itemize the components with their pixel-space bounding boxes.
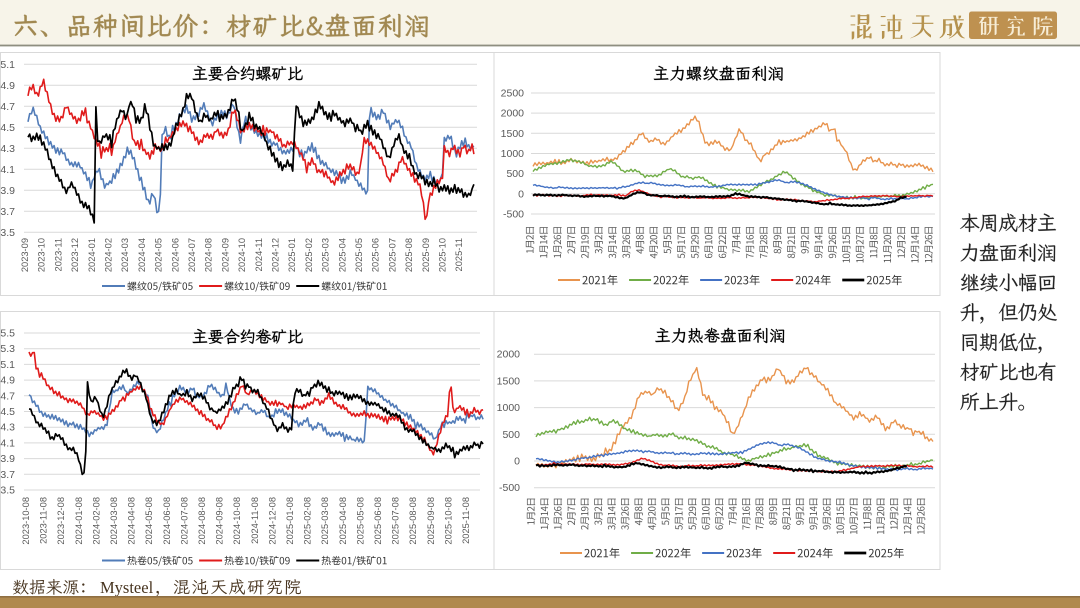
- svg-text:4.5: 4.5: [0, 122, 15, 134]
- svg-text:2024-01: 2024-01: [87, 238, 97, 272]
- svg-text:2500: 2500: [501, 88, 525, 100]
- svg-text:2024-06-08: 2024-06-08: [162, 497, 172, 545]
- svg-text:4.3: 4.3: [0, 143, 15, 155]
- svg-text:2024-09: 2024-09: [220, 238, 230, 272]
- svg-text:2025-11: 2025-11: [454, 238, 464, 271]
- svg-text:4.9: 4.9: [0, 375, 15, 387]
- svg-text:2025-02-08: 2025-02-08: [303, 497, 313, 545]
- svg-text:2025-06-08: 2025-06-08: [373, 497, 383, 545]
- svg-text:2024-09-08: 2024-09-08: [215, 497, 225, 545]
- svg-text:3.9: 3.9: [0, 185, 15, 197]
- svg-text:2024-12-08: 2024-12-08: [267, 497, 277, 545]
- svg-text:3.7: 3.7: [0, 206, 15, 218]
- svg-text:2024-02: 2024-02: [104, 238, 114, 272]
- svg-text:2024-05-08: 2024-05-08: [144, 497, 154, 545]
- svg-text:2025-05-08: 2025-05-08: [355, 497, 365, 545]
- svg-text:3.5: 3.5: [0, 227, 15, 239]
- svg-text:0: 0: [518, 188, 524, 200]
- svg-text:500: 500: [506, 168, 524, 180]
- svg-text:2025-08: 2025-08: [404, 238, 414, 272]
- svg-text:2023-10: 2023-10: [37, 238, 47, 272]
- svg-text:2024-03: 2024-03: [120, 238, 130, 272]
- svg-text:4.1: 4.1: [0, 437, 15, 449]
- svg-text:2024-01-08: 2024-01-08: [74, 497, 84, 545]
- svg-text:2000: 2000: [501, 108, 525, 120]
- svg-text:3.5: 3.5: [0, 485, 15, 497]
- svg-text:4.9: 4.9: [0, 80, 15, 92]
- svg-text:2025-04-08: 2025-04-08: [338, 497, 348, 545]
- svg-text:2025-09: 2025-09: [421, 238, 431, 272]
- svg-text:3.7: 3.7: [0, 469, 15, 481]
- svg-text:2025-03: 2025-03: [321, 238, 331, 272]
- svg-text:5.3: 5.3: [0, 343, 15, 355]
- svg-text:2025-02: 2025-02: [304, 238, 314, 272]
- svg-text:4.1: 4.1: [0, 164, 15, 176]
- svg-text:2024-11-08: 2024-11-08: [250, 497, 260, 544]
- svg-text:2023-11: 2023-11: [53, 238, 63, 271]
- svg-text:4.7: 4.7: [0, 101, 15, 113]
- svg-text:2024-05: 2024-05: [154, 238, 164, 272]
- svg-text:2025-07: 2025-07: [387, 238, 397, 272]
- svg-text:-500: -500: [499, 482, 520, 494]
- svg-text:2025-07-08: 2025-07-08: [391, 497, 401, 545]
- svg-text:5.1: 5.1: [0, 59, 15, 71]
- svg-text:5.5: 5.5: [0, 328, 15, 340]
- svg-text:3.9: 3.9: [0, 453, 15, 465]
- svg-text:2023-12-08: 2023-12-08: [56, 497, 66, 545]
- svg-text:2025-05: 2025-05: [354, 238, 364, 272]
- svg-text:2025-06: 2025-06: [371, 238, 381, 272]
- svg-text:2023-12: 2023-12: [70, 238, 80, 272]
- svg-text:2024-04-08: 2024-04-08: [127, 497, 137, 545]
- svg-text:2024-03-08: 2024-03-08: [109, 497, 119, 545]
- svg-text:1000: 1000: [497, 402, 521, 414]
- svg-text:2025-04: 2025-04: [337, 238, 347, 272]
- svg-text:2024-10-08: 2024-10-08: [232, 497, 242, 545]
- svg-text:2023-10-08: 2023-10-08: [21, 497, 31, 545]
- svg-text:2024-08: 2024-08: [204, 238, 214, 272]
- svg-text:500: 500: [502, 429, 520, 441]
- svg-text:2025-10-08: 2025-10-08: [443, 497, 453, 545]
- svg-text:2024-04: 2024-04: [137, 238, 147, 272]
- svg-text:-500: -500: [503, 209, 524, 221]
- svg-text:2024-08-08: 2024-08-08: [197, 497, 207, 545]
- svg-text:2024-11: 2024-11: [254, 238, 264, 271]
- svg-text:2025-09-08: 2025-09-08: [426, 497, 436, 545]
- svg-text:4.7: 4.7: [0, 390, 15, 402]
- svg-text:2024-07: 2024-07: [187, 238, 197, 272]
- svg-text:5.1: 5.1: [0, 359, 15, 371]
- svg-text:2024-02-08: 2024-02-08: [91, 497, 101, 545]
- svg-text:2025-11-08: 2025-11-08: [461, 497, 471, 544]
- svg-text:4.5: 4.5: [0, 406, 15, 418]
- svg-text:1500: 1500: [501, 128, 525, 140]
- svg-text:2025-10: 2025-10: [438, 238, 448, 272]
- svg-text:2025-03-08: 2025-03-08: [320, 497, 330, 545]
- svg-text:2024-07-08: 2024-07-08: [179, 497, 189, 545]
- svg-text:0: 0: [514, 456, 520, 468]
- svg-text:Mysteel: Mysteel: [100, 578, 154, 597]
- svg-text:2000: 2000: [497, 349, 521, 361]
- svg-text:2024-06: 2024-06: [170, 238, 180, 272]
- svg-text:2024-12: 2024-12: [271, 238, 281, 272]
- svg-text:4.3: 4.3: [0, 422, 15, 434]
- svg-text:2023-11-08: 2023-11-08: [39, 497, 49, 544]
- svg-text:1000: 1000: [501, 148, 525, 160]
- svg-text:2025-01-08: 2025-01-08: [285, 497, 295, 545]
- svg-text:2025-01: 2025-01: [287, 238, 297, 272]
- svg-text:2023-09: 2023-09: [20, 238, 30, 272]
- svg-text:1500: 1500: [497, 375, 521, 387]
- svg-text:2024-10: 2024-10: [237, 238, 247, 272]
- svg-text:2025-08-08: 2025-08-08: [408, 497, 418, 545]
